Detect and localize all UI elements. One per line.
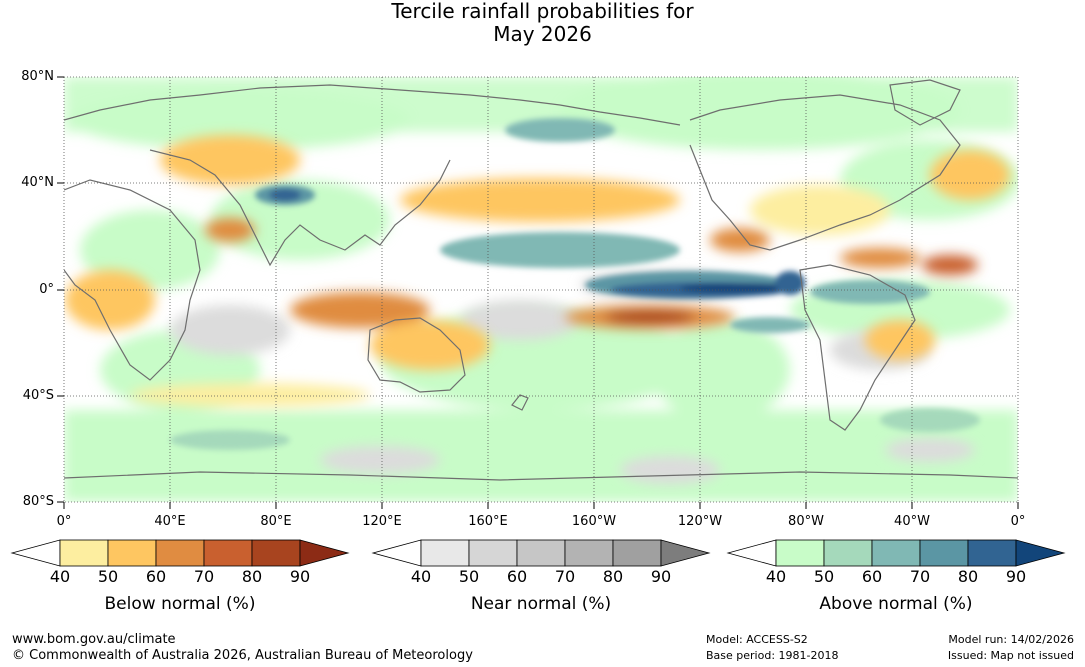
legend-near-swatch-3 [516,539,566,567]
legend-below-tick: 70 [193,567,215,586]
legend-below-tick: 40 [49,567,71,586]
legend-near-tick: 40 [410,567,432,586]
legend-above-tick: 70 [909,567,931,586]
lon-label-160w: 160°W [571,514,617,529]
lat-label-80n: 80°N [21,69,54,84]
legend-above-swatch-4 [919,539,969,567]
legend-near-tick: 50 [458,567,480,586]
lat-label-40s: 40°S [22,388,54,403]
footer-issued: Issued: Map not issued [947,649,1074,662]
legend-below-normal-bar [10,539,350,567]
lon-label-120w: 120°W [677,514,723,529]
legend-near-tick: 70 [554,567,576,586]
lon-label-120e: 120°E [362,514,402,529]
axis-ticks [57,76,1019,509]
legend-below-tick: 60 [145,567,167,586]
legend-colorbars [10,539,1066,567]
legend-near-swatch-6 [660,539,711,567]
footer-copyright: © Commonwealth of Australia 2026, Austra… [12,648,473,663]
footer-model: Model: ACCESS-S2 [706,633,808,646]
lon-label-0: 0° [56,514,72,529]
title-line-1: Tercile rainfall probabilities for [391,0,694,23]
legend-above-swatch-2 [823,539,873,567]
below-normal-areas [65,135,1010,407]
legend-below-swatch-1 [59,539,109,567]
gridlines [63,76,1019,503]
legend-near-title: Near normal (%) [470,594,612,614]
legend-above-tick: 80 [957,567,979,586]
legend-above-tick: 90 [1005,567,1027,586]
legend-near-swatch-5 [612,539,662,567]
title-line-2: May 2026 [493,22,592,46]
legend-below-swatch-3 [155,539,205,567]
legend-below-swatch-2 [107,539,157,567]
legend-below-swatch-0 [10,539,61,567]
legend-below-swatch-6 [299,539,350,567]
lat-label-80s: 80°S [22,494,54,509]
legend-near-swatch-0 [371,539,422,567]
footer-model-run: Model run: 14/02/2026 [948,633,1074,646]
lat-label-0: 0° [39,282,54,297]
lon-label-40e: 40°E [154,514,186,529]
legend-above-normal-bar [726,539,1066,567]
legend-above-tick: 40 [765,567,787,586]
legend-near-swatch-1 [420,539,470,567]
world-map [57,76,1019,509]
legend-above-swatch-1 [775,539,825,567]
lon-label-160e: 160°E [468,514,508,529]
legend-below-tick: 90 [289,567,311,586]
legend-above-tick: 50 [813,567,835,586]
legend-below-swatch-4 [203,539,253,567]
legend-below-title: Below normal (%) [104,594,256,614]
lon-label-80w: 80°W [788,514,824,529]
legend-below-swatch-5 [251,539,301,567]
footer-url: www.bom.gov.au/climate [12,632,176,647]
legend-above-swatch-0 [726,539,777,567]
legend-near-tick: 90 [650,567,672,586]
footer-base-period: Base period: 1981-2018 [706,649,839,662]
lon-label-0-east: 0° [1010,514,1026,529]
legend-above-title: Above normal (%) [819,594,973,614]
coastlines [64,79,1018,481]
legend-above-swatch-5 [967,539,1017,567]
legend-below-tick: 80 [241,567,263,586]
legend-near-swatch-2 [468,539,518,567]
legend-above-swatch-6 [1015,539,1066,567]
lon-label-80e: 80°E [260,514,292,529]
legend-near-tick: 60 [506,567,528,586]
lat-label-40n: 40°N [21,175,54,190]
lon-label-40w: 40°W [894,514,930,529]
legend-above-swatch-3 [871,539,921,567]
map-title: Tercile rainfall probabilities for May 2… [0,0,1085,46]
legend-below-tick: 50 [97,567,119,586]
legend-near-swatch-4 [564,539,614,567]
legend-near-tick: 80 [602,567,624,586]
legend-above-tick: 60 [861,567,883,586]
legend-near-normal-bar [371,539,711,567]
